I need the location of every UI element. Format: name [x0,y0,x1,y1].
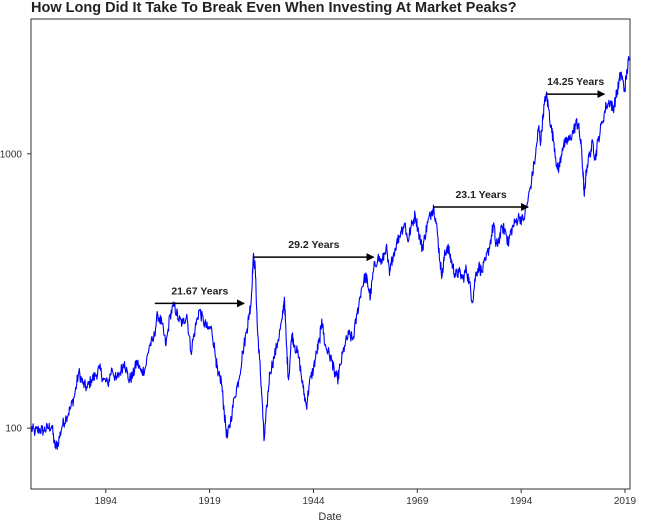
x-tick-label: 1994 [510,496,533,507]
annotation-label: 14.25 Years [547,76,604,88]
series-layer [31,56,630,450]
y-tick-label: 1000 [0,149,22,160]
annotation-label: 21.67 Years [171,285,228,297]
x-tick-label: 2019 [614,496,637,507]
x-axis-label: Date [318,511,341,523]
x-tick-label: 1919 [198,496,221,507]
x-axis: 1894 1919 1944 1969 1994 2019 [95,489,637,507]
chart-title: How Long Did It Take To Break Even When … [31,0,517,16]
annotation-label: 23.1 Years [455,189,506,201]
annotation-layer: 21.67 Years 29.2 Years 23.1 Years 14.25 Yea… [154,76,606,308]
x-tick-label: 1969 [406,496,429,507]
plot-area [30,18,631,490]
x-tick-label: 1944 [302,496,325,507]
x-tick-label: 1894 [95,496,118,507]
series-line [31,56,630,450]
y-axis: 100 1000 [0,149,31,435]
annotation-label: 29.2 Years [288,239,339,251]
y-tick-label: 100 [5,424,22,435]
